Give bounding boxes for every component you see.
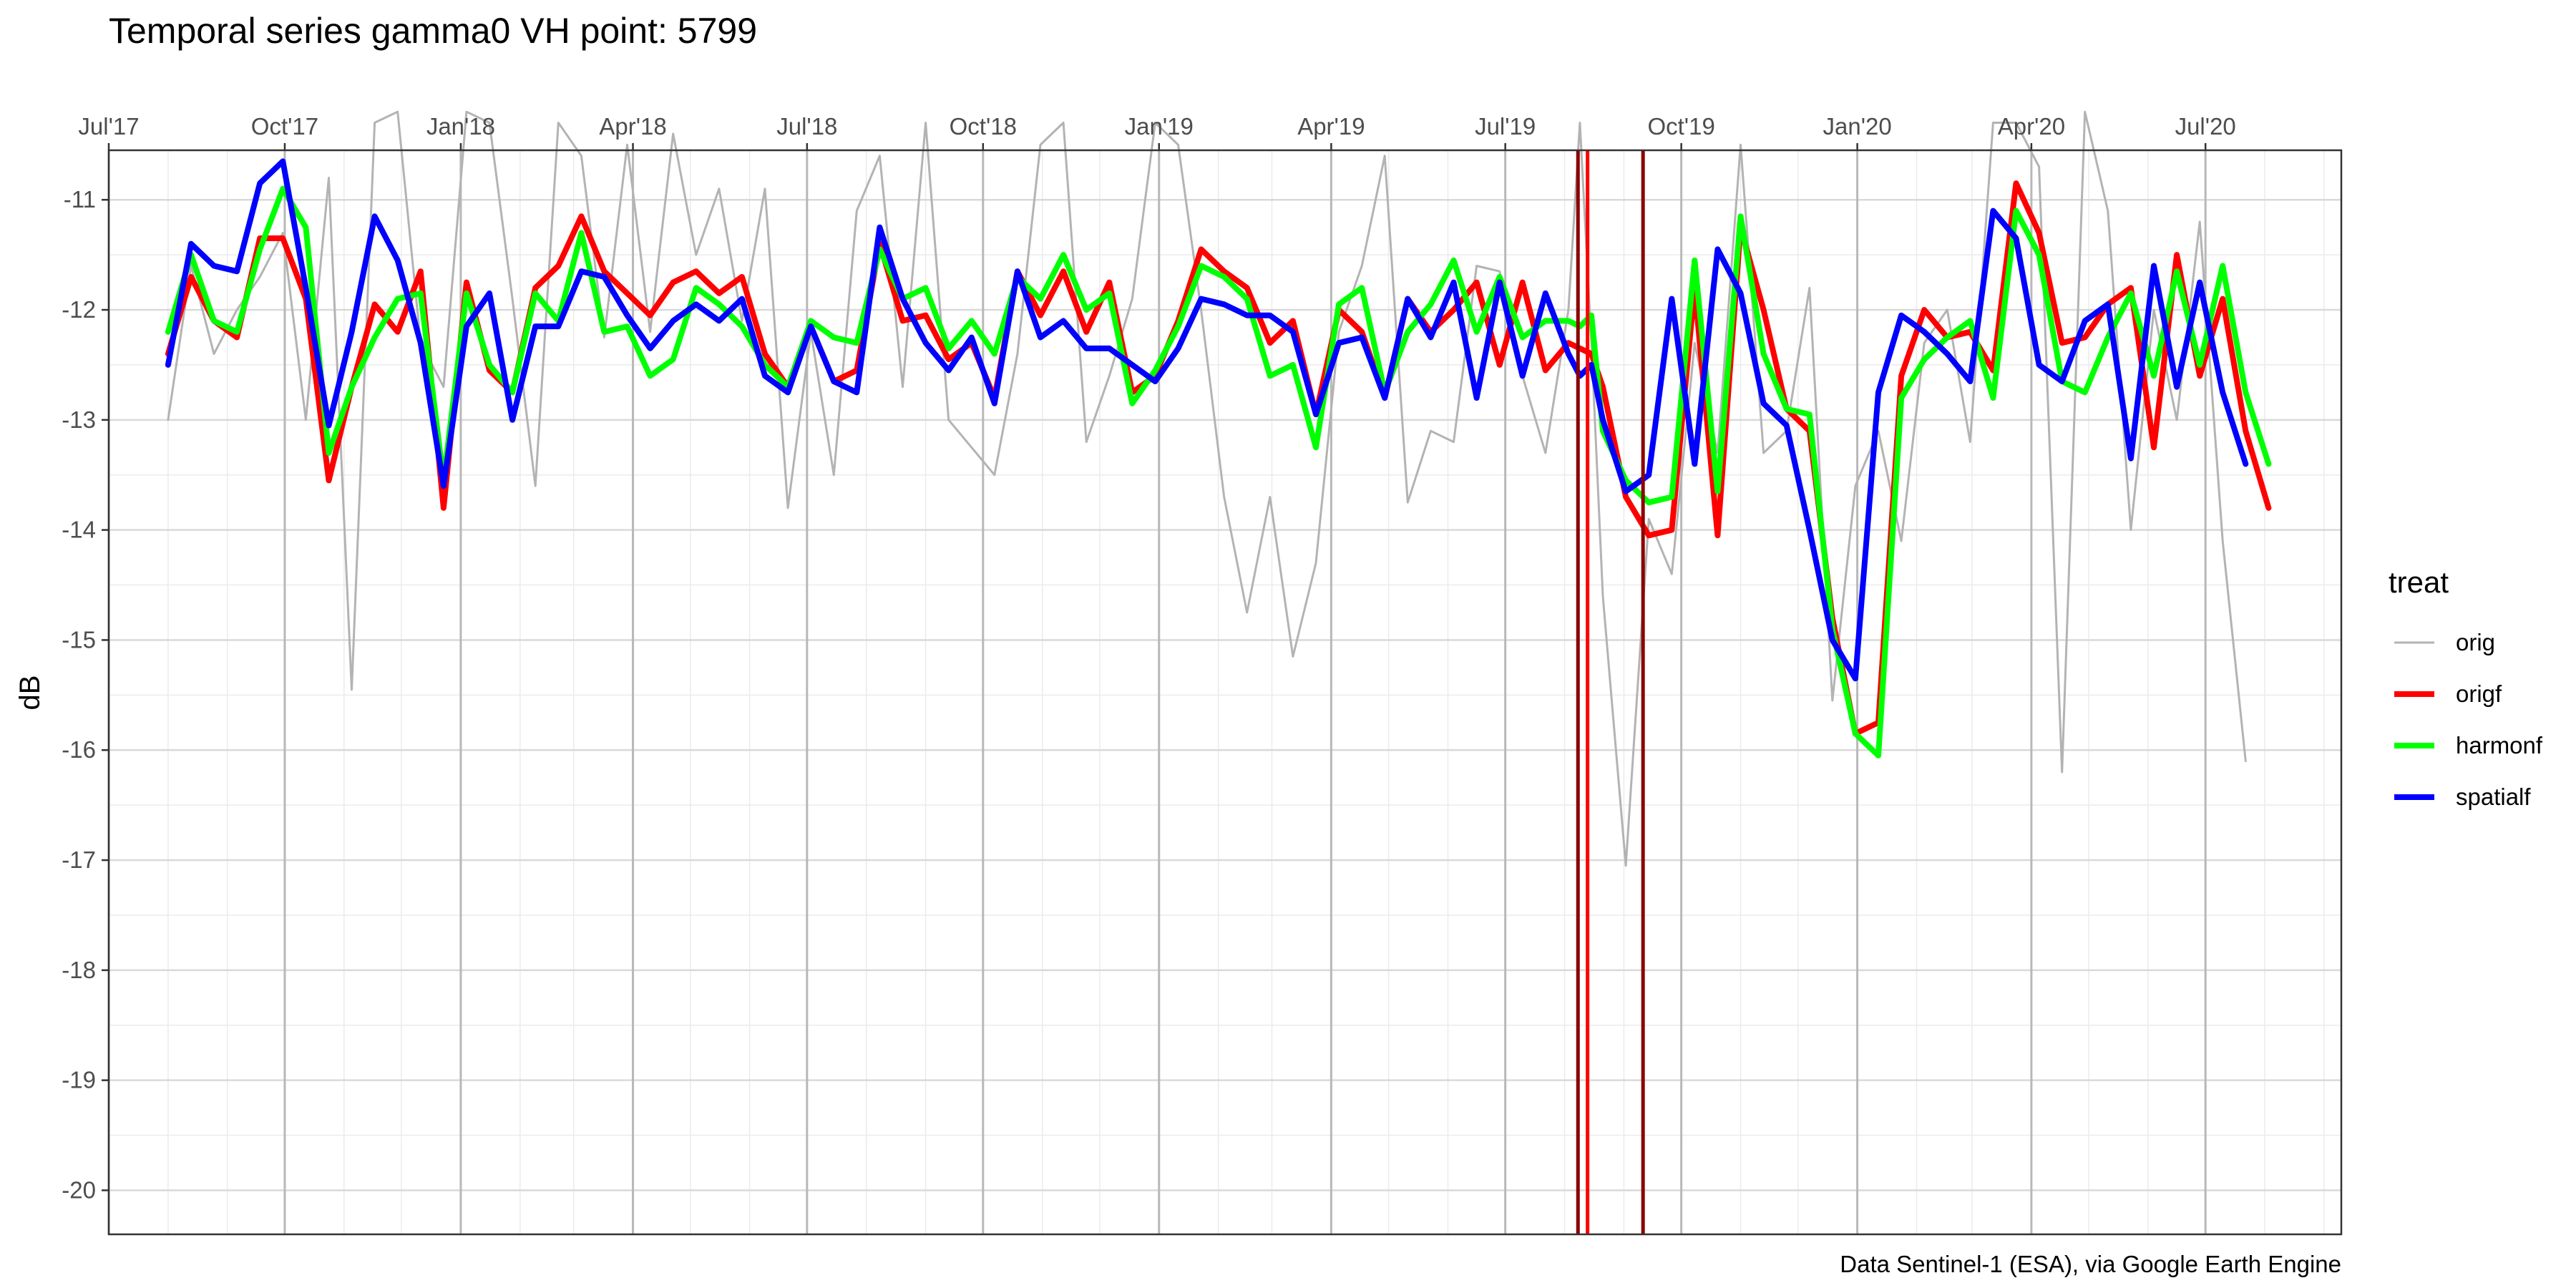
x-tick-label: Apr'19 (1297, 113, 1365, 140)
x-axis: Jul'17 Oct'17 Jan'18 Apr'18 Jul'18 Oct'18 Jan'… (78, 113, 2236, 150)
x-tick-label: Oct'18 (950, 113, 1017, 140)
legend: treat orig origf harmonf spatialf (2389, 565, 2543, 810)
y-axis-title: dB (14, 675, 46, 711)
y-tick-label: -13 (62, 406, 96, 433)
legend-label-spatialf: spatialf (2456, 784, 2531, 810)
series-line-spatialf (165, 158, 2249, 682)
plot-border (107, 149, 2343, 1236)
legend-items: orig origf harmonf spatialf (2394, 629, 2543, 810)
chart-title: Temporal series gamma0 VH point: 5799 (109, 11, 757, 51)
y-tick-label: -14 (62, 517, 96, 543)
x-tick-label: Apr'20 (1998, 113, 2065, 140)
y-tick-label: -18 (62, 957, 96, 983)
x-tick-label: Oct'19 (1647, 113, 1714, 140)
series-layer (165, 110, 2272, 867)
y-tick-label: -20 (62, 1176, 96, 1203)
x-tick-label: Oct'17 (251, 113, 318, 140)
x-tick-label: Jul'20 (2175, 113, 2236, 140)
legend-label-harmonf: harmonf (2456, 732, 2543, 758)
series-line-harmonf (165, 185, 2272, 758)
x-tick-label: Jan'19 (1125, 113, 1194, 140)
y-tick-label: -19 (62, 1067, 96, 1093)
legend-label-origf: origf (2456, 680, 2502, 707)
legend-title: treat (2389, 565, 2449, 599)
x-tick-label: Apr'18 (599, 113, 666, 140)
x-tick-label: Jan'18 (426, 113, 495, 140)
legend-label-orig: orig (2456, 629, 2495, 655)
caption: Data Sentinel-1 (ESA), via Google Earth … (1840, 1251, 2341, 1277)
y-tick-label: -11 (64, 186, 96, 213)
y-tick-label: -16 (62, 736, 96, 763)
y-tick-label: -17 (62, 847, 96, 873)
y-tick-label: -12 (62, 296, 96, 323)
x-tick-label: Jul'18 (776, 113, 837, 140)
y-axis: -11 -12 -13 -14 -15 -16 -17 -18 -19 -20 (62, 186, 109, 1203)
y-tick-label: -15 (62, 626, 96, 653)
x-tick-label: Jan'20 (1823, 113, 1891, 140)
vline-layer (1576, 150, 1645, 1234)
x-tick-label: Jul'17 (78, 113, 139, 140)
x-tick-label: Jul'19 (1475, 113, 1536, 140)
